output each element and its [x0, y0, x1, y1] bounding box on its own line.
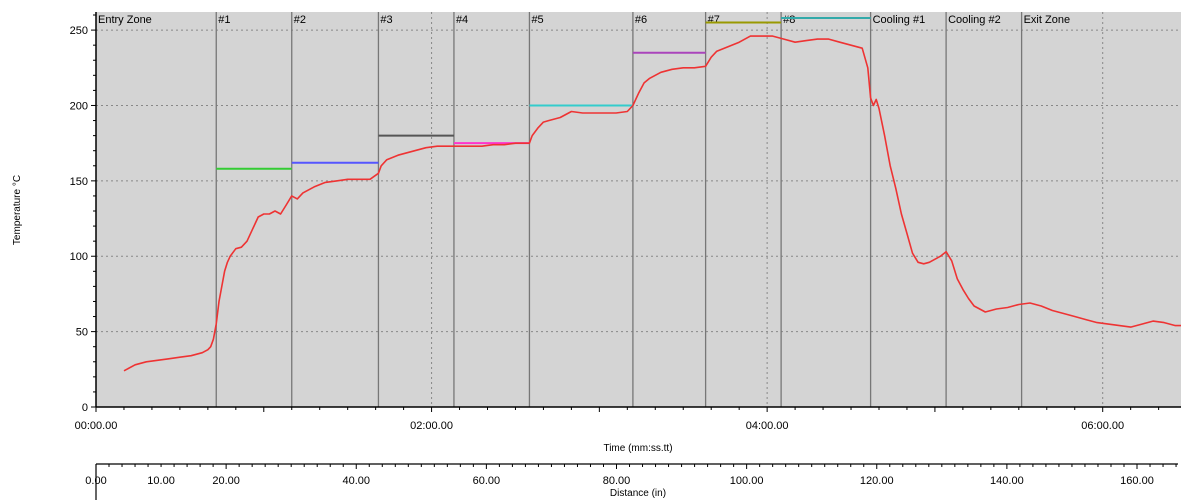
distance-tick-label: 40.00: [342, 475, 370, 487]
distance-tick-label: 10.00: [147, 475, 175, 487]
axes: [91, 12, 1181, 412]
distance-tick-label: 100.00: [730, 475, 764, 487]
plot-area: [96, 12, 1181, 407]
x-tick-label: 02:00.00: [410, 420, 453, 432]
y-tick-label: 0: [82, 402, 88, 414]
zone-label: #4: [456, 14, 468, 26]
distance-tick-label: 60.00: [473, 475, 501, 487]
y-tick-label: 100: [70, 251, 88, 263]
distance-tick-label: 20.00: [212, 475, 240, 487]
y-axis-label: Temperature °C: [12, 175, 23, 245]
distance-axis-label: Distance (in): [610, 488, 666, 499]
zone-dividers: Entry Zone #1 #2 #3 #4 #5 #6 #7 #8 Cooling #1 Cool…: [98, 12, 1070, 407]
distance-tick-label: 120.00: [860, 475, 894, 487]
y-tick-label: 150: [70, 176, 88, 188]
zone-setpoints: [216, 17, 871, 170]
x-tick-label: 00:00.00: [75, 420, 118, 432]
distance-tick-label: 140.00: [990, 475, 1024, 487]
zone-label: #5: [531, 14, 543, 26]
y-tick-label: 200: [70, 100, 88, 112]
distance-tick-label: 0.00: [85, 475, 106, 487]
zone-label: Exit Zone: [1024, 14, 1070, 26]
zone-label: Cooling #1: [873, 14, 926, 26]
grid-lines: [96, 12, 1181, 407]
y-tick-label: 50: [76, 327, 88, 339]
series-lines: [123, 35, 1181, 372]
distance-tick-label: 80.00: [603, 475, 631, 487]
zone-label: #7: [708, 14, 720, 26]
x-axis-label: Time (mm:ss.tt): [603, 443, 672, 454]
zone-label: #8: [783, 14, 795, 26]
x-tick-label: 04:00.00: [746, 420, 789, 432]
distance-tick-label: 160.00: [1120, 475, 1154, 487]
zone-label: Entry Zone: [98, 14, 152, 26]
zone-label: Cooling #2: [948, 14, 1001, 26]
zone-label: #3: [380, 14, 392, 26]
tick-labels: 0 50 100 150 200 250 00:00.00 02:00.00 04:00.00 0…: [70, 25, 1124, 432]
zone-label: #1: [218, 14, 230, 26]
temperature-series-line: [123, 35, 1181, 372]
distance-axis: 0.00 10.00 20.00 40.00 60.00 80.00 100.00 120.0…: [85, 463, 1178, 500]
zone-label: #6: [635, 14, 647, 26]
x-tick-label: 06:00.00: [1081, 420, 1124, 432]
zone-label: #2: [294, 14, 306, 26]
y-tick-label: 250: [70, 25, 88, 37]
